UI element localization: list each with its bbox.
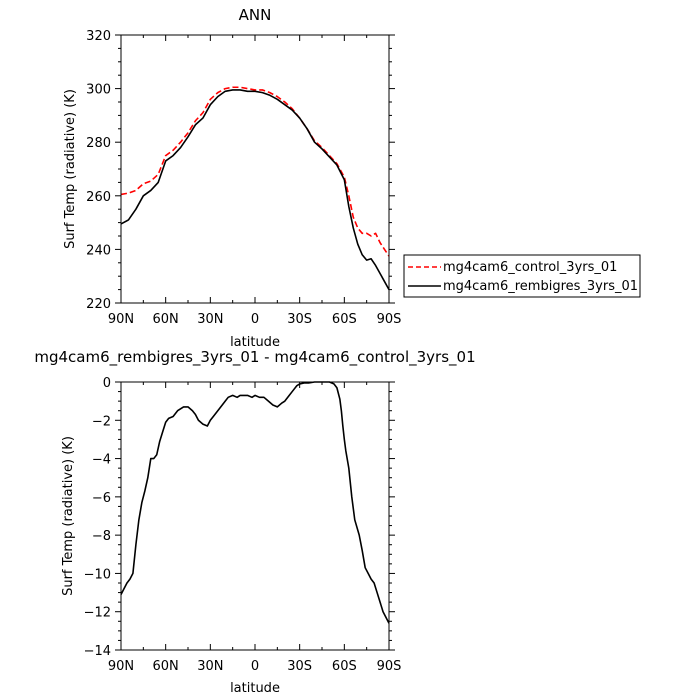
- x-tick-label: 30S: [287, 312, 312, 327]
- y-tick-label: −2: [92, 414, 111, 429]
- y-tick-label: 320: [86, 29, 111, 44]
- series-line-mg4cam6_rembigres_3yrs_01: [120, 89, 390, 290]
- y-tick-label: 0: [103, 376, 111, 391]
- legend-label-rembigres: mg4cam6_rembigres_3yrs_01: [443, 279, 638, 294]
- bottom-panel: mg4cam6_rembigres_3yrs_01 - mg4cam6_cont…: [34, 348, 475, 696]
- bottom-x-axis-label: latitude: [230, 681, 280, 696]
- y-tick-label: −4: [92, 453, 111, 468]
- y-tick-label: −12: [84, 606, 111, 621]
- x-tick-label: 60S: [332, 312, 357, 327]
- x-tick-label: 0: [251, 312, 259, 327]
- x-tick-label: 60N: [153, 312, 179, 327]
- x-tick-label: 30N: [197, 659, 223, 674]
- bottom-y-axis-label: Surf Temp (radiative) (K): [61, 436, 76, 596]
- y-tick-label: −8: [92, 529, 111, 544]
- x-tick-label: 60N: [153, 659, 179, 674]
- y-tick-label: 240: [86, 243, 111, 258]
- x-tick-label: 0: [251, 659, 259, 674]
- top-chart-title: ANN: [239, 6, 272, 24]
- y-tick-label: 220: [86, 297, 111, 312]
- y-tick-label: −10: [84, 567, 111, 582]
- top-y-axis-label: Surf Temp (radiative) (K): [63, 89, 78, 249]
- x-tick-label: 60S: [332, 659, 357, 674]
- y-tick-label: −14: [84, 644, 111, 659]
- y-tick-label: 260: [86, 190, 111, 205]
- top-panel: ANN 90N 60N 30N 0 30S 60S 90S 220 240 260 280 300 32…: [63, 6, 641, 350]
- y-tick-label: −6: [92, 491, 111, 506]
- difference-series-line: [120, 381, 390, 624]
- x-tick-label: 90S: [377, 312, 402, 327]
- x-tick-label: 90S: [377, 659, 402, 674]
- y-tick-label: 280: [86, 136, 111, 151]
- x-tick-label: 30S: [287, 659, 312, 674]
- y-tick-label: 300: [86, 83, 111, 98]
- legend-label-control: mg4cam6_control_3yrs_01: [443, 260, 617, 275]
- x-tick-label: 90N: [108, 659, 134, 674]
- bottom-plot-frame: [120, 381, 390, 651]
- legend: mg4cam6_control_3yrs_01 mg4cam6_rembigre…: [403, 254, 641, 298]
- legend-box: [403, 254, 641, 298]
- series-line-mg4cam6_control_3yrs_01: [120, 86, 390, 257]
- top-x-axis-label: latitude: [230, 335, 280, 350]
- x-tick-label: 30N: [197, 312, 223, 327]
- x-tick-label: 90N: [108, 312, 134, 327]
- bottom-chart-title: mg4cam6_rembigres_3yrs_01 - mg4cam6_cont…: [34, 348, 475, 367]
